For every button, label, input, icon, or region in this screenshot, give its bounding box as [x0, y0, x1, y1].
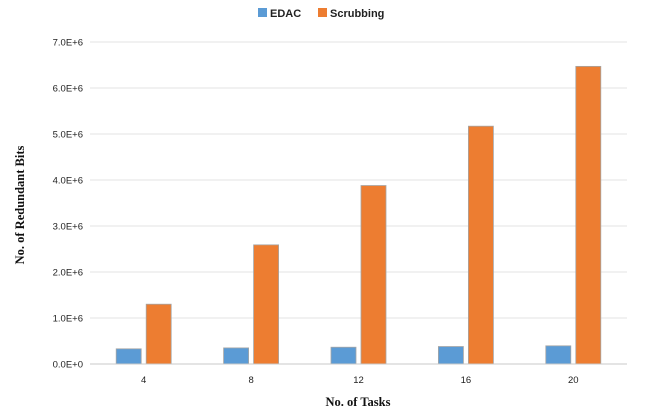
legend-swatch-edac [258, 8, 267, 17]
bar-edac-8 [223, 347, 250, 365]
y-tick-label: 3.0E+6 [53, 222, 83, 233]
bar-scrubbing-20 [575, 65, 602, 365]
x-tick-label: 16 [461, 375, 472, 386]
y-tick-label: 7.0E+6 [53, 38, 83, 49]
y-tick-label: 4.0E+6 [53, 176, 83, 187]
y-tick-label: 1.0E+6 [53, 314, 83, 325]
bar-scrubbing-8 [253, 244, 280, 365]
y-tick-label: 0.0E+0 [53, 360, 83, 371]
gridlines [90, 41, 627, 319]
x-tick-label: 8 [248, 375, 253, 386]
bar-edac-20 [545, 345, 572, 365]
legend-swatch-scrubbing [318, 8, 327, 17]
legend-label-scrubbing: Scrubbing [330, 8, 384, 20]
y-axis-title: No. of Redundant Bits [13, 145, 27, 264]
x-axis-title: No. of Tasks [326, 395, 391, 409]
bar-edac-16 [437, 346, 464, 365]
bar-scrubbing-4 [145, 303, 172, 365]
y-tick-label: 5.0E+6 [53, 130, 83, 141]
y-tick-label: 2.0E+6 [53, 268, 83, 279]
x-tick-label: 12 [353, 375, 364, 386]
y-axis-ticks: 0.0E+0 1.0E+6 2.0E+6 3.0E+6 4.0E+6 5.0E+6 6.0E… [53, 38, 83, 371]
x-axis-ticks: 4 8 12 16 20 [141, 375, 579, 386]
bars [115, 65, 602, 365]
legend: EDAC Scrubbing [258, 8, 384, 20]
y-tick-label: 6.0E+6 [53, 84, 83, 95]
x-tick-label: 20 [568, 375, 579, 386]
bar-scrubbing-12 [360, 185, 387, 365]
bar-edac-4 [115, 348, 142, 365]
bar-scrubbing-16 [467, 125, 494, 365]
x-tick-label: 4 [141, 375, 146, 386]
bar-edac-12 [330, 346, 357, 365]
legend-label-edac: EDAC [270, 8, 301, 20]
